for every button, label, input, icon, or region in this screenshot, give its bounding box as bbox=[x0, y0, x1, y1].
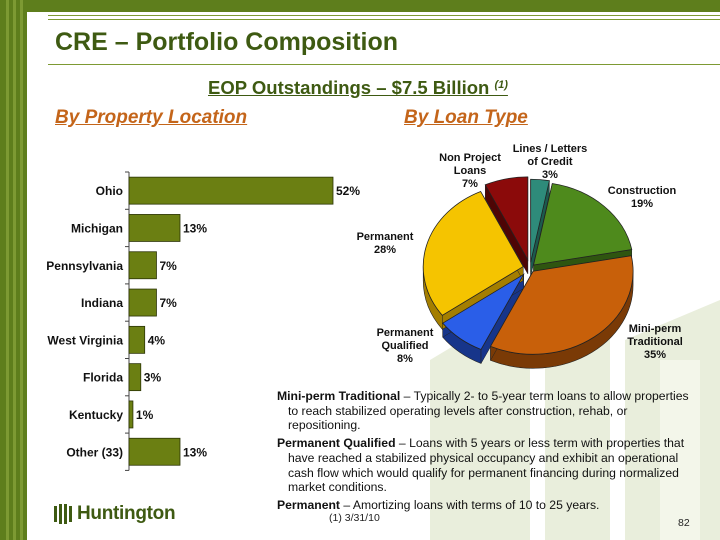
bar-value-label: 13% bbox=[183, 221, 207, 235]
pie-label-line: Mini-perm bbox=[629, 323, 682, 335]
pie-label-permanent: Permanent 28% bbox=[357, 231, 414, 256]
pie-slice-permanent bbox=[422, 190, 524, 316]
bar-pennsylvania bbox=[128, 251, 157, 280]
pie-slice-mini-perm-traditional bbox=[489, 255, 634, 355]
definition-term: Permanent Qualified bbox=[277, 436, 396, 451]
bar-value-label: 7% bbox=[159, 259, 177, 273]
top-accent-band bbox=[27, 0, 720, 12]
pie-label-line: Loans bbox=[454, 165, 486, 177]
bar-category-label: Indiana bbox=[81, 296, 123, 310]
pie-slice-non-project-loans bbox=[484, 176, 529, 262]
pie-top-faces bbox=[422, 176, 634, 355]
bar-indiana bbox=[128, 288, 157, 317]
pie-label-line: Qualified bbox=[381, 340, 428, 352]
section-heading-location: By Property Location bbox=[55, 107, 248, 128]
divider-line bbox=[48, 19, 720, 20]
bar-other-33- bbox=[128, 437, 181, 466]
bar-category-label: Florida bbox=[83, 371, 123, 385]
pie-label-pct: 8% bbox=[397, 353, 413, 365]
side-accent-bar bbox=[0, 0, 27, 540]
pie-label-line: Permanent bbox=[377, 327, 434, 339]
definition-term: Permanent bbox=[277, 497, 340, 512]
bar-value-label: 4% bbox=[148, 333, 166, 347]
bar-west-virginia bbox=[128, 325, 146, 354]
pie-slice-permanent-qualified bbox=[442, 273, 525, 350]
pie-label-mini-perm-traditional: Mini-perm Traditional 35% bbox=[627, 323, 683, 361]
slide-title: CRE – Portfolio Composition bbox=[55, 28, 399, 56]
divider-line bbox=[48, 64, 720, 65]
bar-value-label: 13% bbox=[183, 445, 207, 459]
pie-label-line: Construction bbox=[608, 185, 677, 197]
pie-label-non-project-loans: Non Project Loans 7% bbox=[439, 152, 501, 190]
huntington-logo: Huntington bbox=[54, 503, 176, 525]
huntington-logo-text: Huntington bbox=[77, 503, 176, 524]
bar-category-label: Other (33) bbox=[66, 445, 123, 459]
footnote: (1) 3/31/10 bbox=[329, 512, 380, 524]
divider-line bbox=[48, 15, 720, 16]
bar-value-label: 52% bbox=[336, 184, 360, 198]
bar-value-label: 7% bbox=[159, 296, 177, 310]
bar-ohio bbox=[128, 176, 334, 205]
bar-category-label: Ohio bbox=[96, 184, 123, 198]
pie-label-permanent-qualified: Permanent Qualified 8% bbox=[377, 327, 434, 365]
pie-label-line: Permanent bbox=[357, 231, 414, 243]
loan-type-definitions: Mini-perm Traditional – Typically 2- to … bbox=[277, 389, 702, 516]
subtitle-text: EOP Outstandings – $7.5 Billion bbox=[208, 77, 495, 98]
pie-label-pct: 3% bbox=[542, 169, 558, 181]
definition-item: Permanent – Amortizing loans with terms … bbox=[277, 498, 702, 513]
bar-category-label: West Virginia bbox=[47, 333, 123, 347]
bar-value-label: 3% bbox=[144, 371, 162, 385]
bar-michigan bbox=[128, 214, 181, 242]
pie-label-line: of Credit bbox=[527, 156, 573, 168]
pie-label-pct: 7% bbox=[462, 178, 478, 190]
pie-label-line: Lines / Letters bbox=[513, 143, 588, 155]
definition-item: Mini-perm Traditional – Typically 2- to … bbox=[277, 389, 702, 433]
pie-label-construction: Construction 19% bbox=[608, 185, 677, 210]
definition-text: – Amortizing loans with terms of 10 to 2… bbox=[340, 497, 600, 512]
pie-label-line: Non Project bbox=[439, 152, 501, 164]
definition-item: Permanent Qualified – Loans with 5 years… bbox=[277, 436, 702, 495]
slide-subtitle: EOP Outstandings – $7.5 Billion (1) bbox=[208, 77, 508, 99]
definition-text: – Typically 2- to 5-year term loans to a… bbox=[288, 389, 689, 433]
huntington-logo-icon bbox=[54, 504, 72, 524]
pie-slice-construction bbox=[533, 183, 633, 266]
section-heading-loan-type: By Loan Type bbox=[404, 107, 528, 128]
bar-value-label: 1% bbox=[136, 408, 154, 422]
pie-slice-lines-letters-of-credit bbox=[530, 178, 550, 263]
bar-category-label: Michigan bbox=[71, 221, 123, 235]
pie-label-lines-letters-of-credit: Lines / Letters of Credit 3% bbox=[513, 143, 588, 181]
pie-label-line: Traditional bbox=[627, 336, 683, 348]
bar-category-label: Pennsylvania bbox=[46, 259, 123, 273]
bar-florida bbox=[128, 363, 142, 392]
pie-label-pct: 28% bbox=[374, 244, 396, 256]
subtitle-footnote-ref: (1) bbox=[494, 79, 508, 91]
pie-label-pct: 35% bbox=[644, 349, 666, 361]
definition-text: – Loans with 5 years or less term with p… bbox=[288, 436, 685, 495]
pie-label-pct: 19% bbox=[631, 198, 653, 210]
bar-category-label: Kentucky bbox=[69, 408, 123, 422]
page-number: 82 bbox=[678, 517, 690, 529]
definition-term: Mini-perm Traditional bbox=[277, 389, 401, 403]
bar-kentucky bbox=[128, 400, 134, 429]
